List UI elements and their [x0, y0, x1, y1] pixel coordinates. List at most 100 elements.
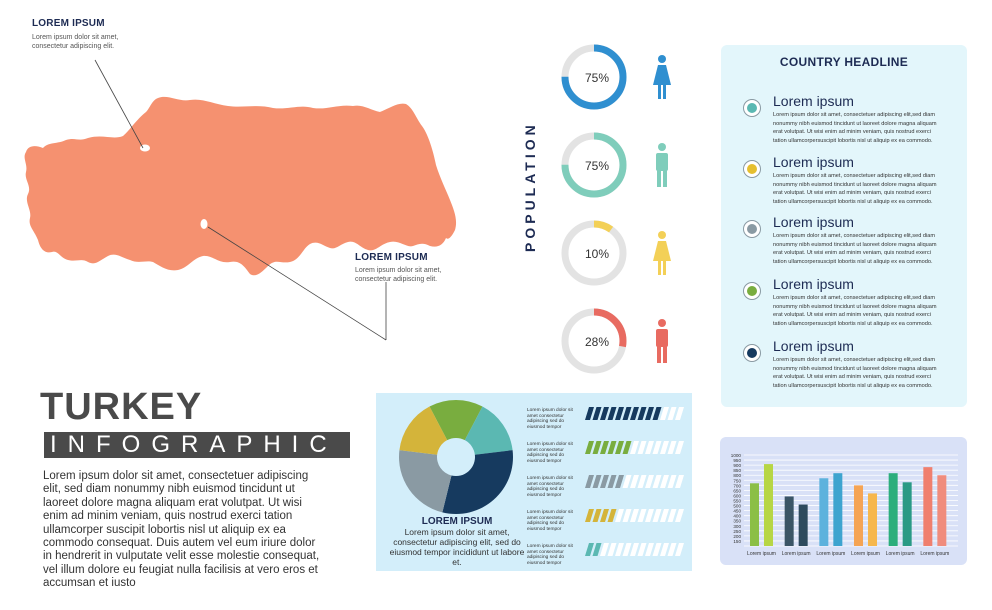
donut-segment-3 [442, 450, 513, 514]
y-tick-label: 500 [733, 504, 741, 509]
population-label: POPULATION [522, 121, 538, 252]
y-tick-label: 850 [733, 468, 741, 473]
y-tick-label: 700 [733, 483, 741, 488]
body-text: Lorem ipsum dolor sit amet, consectetuer… [43, 470, 320, 590]
progress-bar-1 [585, 407, 684, 420]
donut-segment-4 [399, 450, 452, 513]
item-3-text: Lorem ipsum dolor sit amet, consectetuer… [773, 233, 937, 265]
woman-icon-1 [653, 55, 671, 99]
x-tick-label: Lorem ipsum [920, 551, 949, 557]
donut-caption-title: LOREM IPSUM [421, 516, 493, 527]
y-tick-label: 250 [733, 529, 741, 534]
x-tick-label: Lorem ipsum [851, 551, 880, 557]
country-item-1: Lorem ipsum Lorem ipsum dolor sit amet, … [721, 93, 967, 153]
progress-bar-3 [585, 475, 684, 488]
item-5-text: Lorem ipsum dolor sit amet, consectetuer… [773, 357, 937, 389]
y-tick-label: 450 [733, 509, 741, 514]
item-1-text: Lorem ipsum dolor sit amet, consectetuer… [773, 112, 937, 144]
donut-progress-panel: LOREM IPSUM Lorem ipsum dolor sit amet, … [376, 393, 692, 571]
donut-segment-5 [399, 406, 448, 455]
progress-bar-4 [585, 509, 684, 522]
progress-bars [585, 407, 684, 556]
bar-2-1 [784, 496, 794, 546]
x-tick-label: Lorem ipsum [747, 551, 776, 557]
bar-1-1 [750, 483, 759, 546]
y-tick-label: 800 [733, 473, 741, 478]
x-tick-label: Lorem ipsum [782, 551, 811, 557]
progress-bar-2 [585, 441, 684, 454]
ring-arc-4 [561, 308, 627, 374]
bar-3-1 [819, 478, 829, 546]
donut-segment-2 [464, 406, 513, 455]
y-tick-label: 600 [733, 493, 741, 498]
donut-caption-text: Lorem ipsum dolor sit amet, consectetur … [389, 527, 525, 567]
country-item-2: Lorem ipsum Lorem ipsum dolor sit amet, … [721, 154, 967, 214]
page-title: TURKEY [40, 386, 203, 428]
y-tick-label: 400 [733, 514, 741, 519]
country-item-3: Lorem ipsum Lorem ipsum dolor sit amet, … [721, 214, 967, 274]
bar-2-2 [798, 504, 808, 546]
ring-arc-3 [561, 220, 627, 286]
item-3-bullet-icon [743, 220, 761, 238]
bar-5-1 [888, 473, 898, 546]
ring-label-1: 75% [584, 71, 610, 85]
y-tick-label: 350 [733, 519, 741, 524]
population-rings [561, 44, 671, 374]
progress-label-1: Lorem ipsum dolor sit amet consectetur a… [527, 408, 573, 430]
item-5-title: Lorem ipsum [773, 338, 854, 354]
item-2-text: Lorem ipsum dolor sit amet, consectetuer… [773, 173, 937, 205]
turkey-map-shape [24, 96, 457, 276]
y-tick-label: 150 [733, 539, 741, 544]
progress-label-4: Lorem ipsum dolor sit amet consectetur a… [527, 510, 573, 532]
y-tick-label: 1000 [731, 453, 742, 458]
item-5-bullet-icon [743, 344, 761, 362]
callout-top: LOREM IPSUM Lorem ipsum dolor sit amet, … [32, 18, 152, 51]
progress-label-3: Lorem ipsum dolor sit amet consectetur a… [527, 476, 573, 498]
x-tick-label: Lorem ipsum [816, 551, 845, 557]
ring-label-4: 28% [584, 335, 610, 349]
donut-segment-1 [429, 400, 483, 441]
progress-label-2: Lorem ipsum dolor sit amet consectetur a… [527, 442, 573, 464]
y-tick-label: 750 [733, 478, 741, 483]
woman-icon-3 [653, 231, 671, 275]
bar-chart-panel: 150 200 250 300 350 400 450 500 550 600 650 700 750 8… [720, 437, 967, 565]
donut-chart [399, 400, 513, 514]
callout-bottom-text: Lorem ipsum dolor sit amet, consectetur … [355, 267, 442, 283]
bar-6-2 [937, 475, 947, 546]
map-marker-south [200, 219, 208, 229]
country-item-4: Lorem ipsum Lorem ipsum dolor sit amet, … [721, 276, 967, 336]
callout-line-top [94, 59, 144, 149]
man-icon-2 [656, 143, 668, 187]
bar-4-2 [868, 493, 877, 546]
ring-label-2: 75% [584, 159, 610, 173]
y-tick-label: 900 [733, 463, 741, 468]
callout-line-bottom [207, 226, 387, 341]
item-3-title: Lorem ipsum [773, 214, 854, 230]
item-4-bullet-icon [743, 282, 761, 300]
item-2-title: Lorem ipsum [773, 154, 854, 170]
item-4-text: Lorem ipsum dolor sit amet, consectetuer… [773, 295, 937, 327]
progress-bar-5 [585, 543, 684, 556]
callout-bottom: LOREM IPSUM Lorem ipsum dolor sit amet, … [355, 252, 475, 284]
country-item-5: Lorem ipsum Lorem ipsum dolor sit amet, … [721, 338, 967, 398]
page-subtitle: INFOGRAPHIC [44, 432, 350, 458]
man-icon-4 [656, 319, 668, 363]
bar-3-2 [833, 473, 843, 546]
bar-chart: 1502002503003504004505005506006507007508… [731, 453, 958, 557]
ring-arc-2 [561, 132, 627, 198]
item-1-bullet-icon [743, 99, 761, 117]
callout-top-title: LOREM IPSUM [32, 18, 105, 29]
bar-4-1 [854, 485, 863, 546]
bar-1-2 [764, 464, 773, 546]
y-tick-label: 550 [733, 499, 741, 504]
y-tick-label: 950 [733, 458, 741, 463]
country-panel: COUNTRY HEADLINE Lorem ipsum Lorem ipsum… [721, 45, 967, 407]
callout-bottom-title: LOREM IPSUM [355, 252, 428, 263]
ring-label-3: 10% [584, 247, 610, 261]
item-2-bullet-icon [743, 160, 761, 178]
callout-top-text: Lorem ipsum dolor sit amet, consectetur … [32, 34, 119, 50]
progress-label-5: Lorem ipsum dolor sit amet consectetur a… [527, 544, 573, 566]
bar-5-2 [902, 482, 912, 546]
item-4-title: Lorem ipsum [773, 276, 854, 292]
